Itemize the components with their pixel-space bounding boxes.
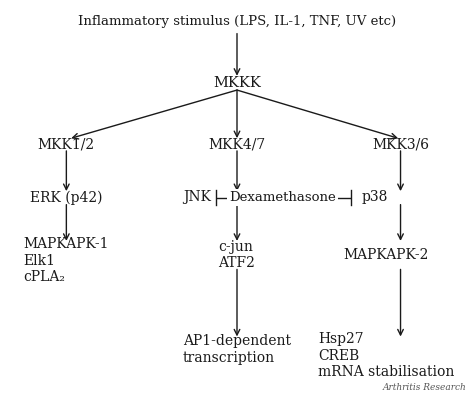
Text: Arthritis Research: Arthritis Research xyxy=(383,383,467,392)
Text: MKKK: MKKK xyxy=(213,76,261,90)
Text: ERK (p42): ERK (p42) xyxy=(30,190,102,205)
Text: MAPKAPK-2: MAPKAPK-2 xyxy=(344,248,429,262)
Text: Inflammatory stimulus (LPS, IL-1, TNF, UV etc): Inflammatory stimulus (LPS, IL-1, TNF, U… xyxy=(78,15,396,28)
Text: JNK: JNK xyxy=(182,190,211,205)
Text: MKK4/7: MKK4/7 xyxy=(209,137,265,151)
Text: Hsp27
CREB
mRNA stabilisation: Hsp27 CREB mRNA stabilisation xyxy=(318,332,455,379)
Text: MAPKAPK-1
Elk1
cPLA₂: MAPKAPK-1 Elk1 cPLA₂ xyxy=(24,237,109,284)
Text: c-jun
ATF2: c-jun ATF2 xyxy=(219,240,255,270)
Text: p38: p38 xyxy=(361,190,388,205)
Text: Dexamethasone: Dexamethasone xyxy=(229,191,337,204)
Text: MKK1/2: MKK1/2 xyxy=(38,137,95,151)
Text: MKK3/6: MKK3/6 xyxy=(372,137,429,151)
Text: AP1-dependent
transcription: AP1-dependent transcription xyxy=(183,335,291,365)
